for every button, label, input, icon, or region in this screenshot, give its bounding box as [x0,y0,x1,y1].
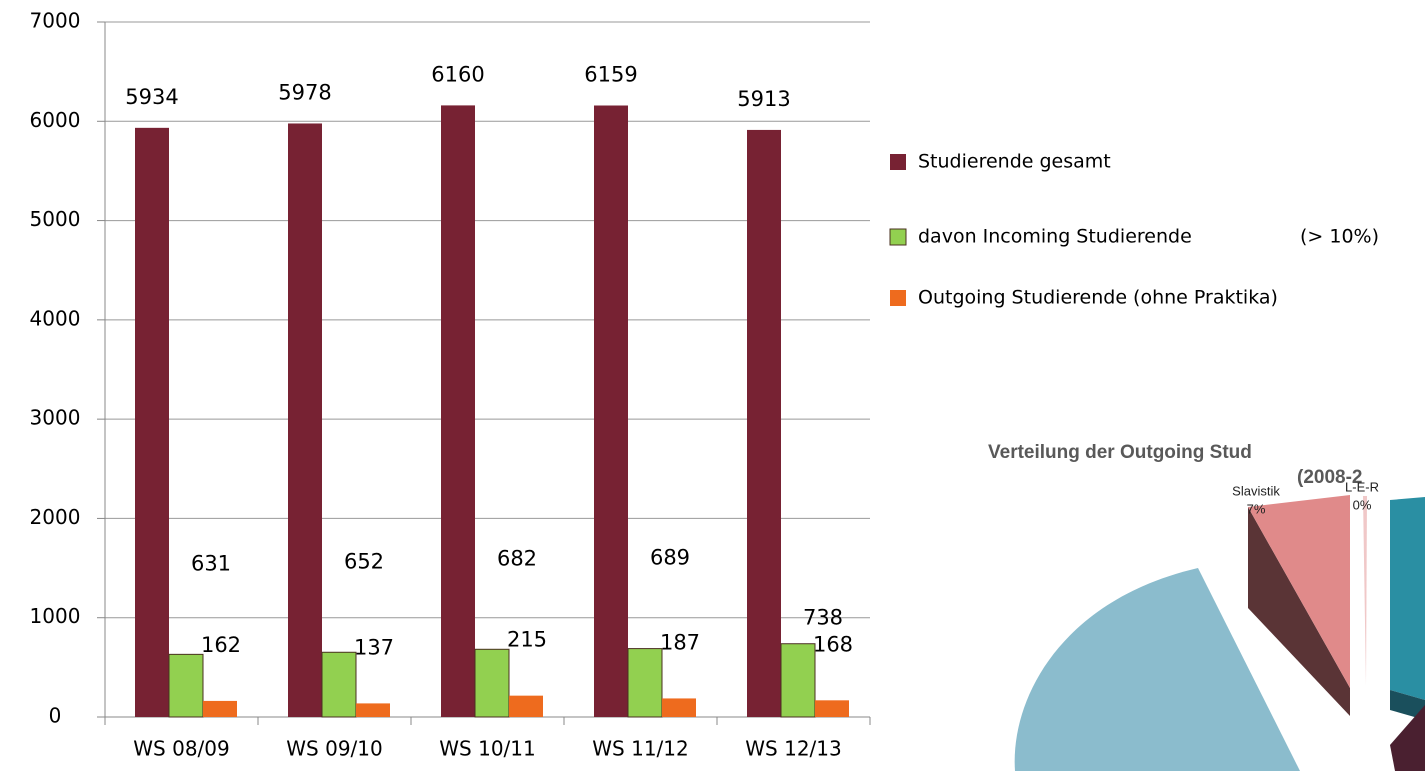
data-label: 738 [803,606,843,630]
y-tick-label: 6000 [30,108,81,132]
data-label: 5913 [737,87,790,111]
pie-label: L-E-R [1345,479,1379,494]
x-tick-label: WS 11/12 [592,737,688,761]
data-label: 187 [660,630,700,654]
pie-slice-decor [1390,705,1425,771]
pie-label: Slavistik [1232,483,1280,498]
bar [815,700,849,717]
x-tick-label: WS 12/13 [745,737,841,761]
data-label: 137 [354,635,394,659]
legend-swatch [890,290,906,306]
data-label: 6159 [584,62,637,86]
bar [594,105,628,718]
bar [662,698,696,717]
data-label: 689 [650,546,690,570]
legend-label: Studierende gesamt [918,151,1111,173]
pie-slice-side [1248,507,1350,716]
bar [627,648,663,718]
pie-slice-decor [1390,497,1425,700]
pie-slice-decor [1014,568,1300,771]
data-label: 168 [813,632,853,656]
pie-slice-decor [1390,690,1425,720]
y-tick-label: 5000 [30,207,81,231]
data-label: 631 [191,551,231,575]
pie-slice [1363,496,1367,686]
bar [168,653,204,718]
data-label: 162 [201,633,241,657]
pie-subtitle: (2008-2 [1297,467,1363,488]
x-tick-label: WS 09/10 [286,737,382,761]
bar [441,105,475,717]
y-tick-label: 4000 [30,306,81,330]
legend-label: Outgoing Studierende (ohne Praktika) [918,287,1278,309]
pie-title: Verteilung der Outgoing Stud [988,442,1252,463]
bar [780,643,816,718]
y-tick-label: 0 [49,704,62,728]
bar [288,123,322,718]
legend-swatch [890,154,906,170]
data-label: 652 [344,549,384,573]
bar [321,651,357,718]
y-tick-label: 7000 [30,9,81,33]
bar [135,127,169,718]
bar [747,129,781,717]
y-tick-label: 2000 [30,505,81,529]
bar [356,703,390,717]
data-label: 682 [497,546,537,570]
x-tick-label: WS 08/09 [133,737,229,761]
pie-slice [1248,495,1350,688]
y-tick-label: 3000 [30,406,81,430]
data-label: 6160 [431,62,484,86]
legend-swatch [889,228,907,246]
data-label: 5978 [278,80,331,104]
x-tick-label: WS 10/11 [439,737,535,761]
legend-label: davon Incoming Studierende [918,226,1192,248]
annotation: (> 10%) [1300,226,1379,248]
bar [203,700,237,717]
bar [509,695,543,717]
pie-value-label: 7% [1247,501,1266,516]
y-tick-label: 1000 [30,604,81,628]
data-label: 215 [507,628,547,652]
bar [474,648,510,718]
pie-value-label: 0% [1353,497,1372,512]
data-label: 5934 [125,85,178,109]
